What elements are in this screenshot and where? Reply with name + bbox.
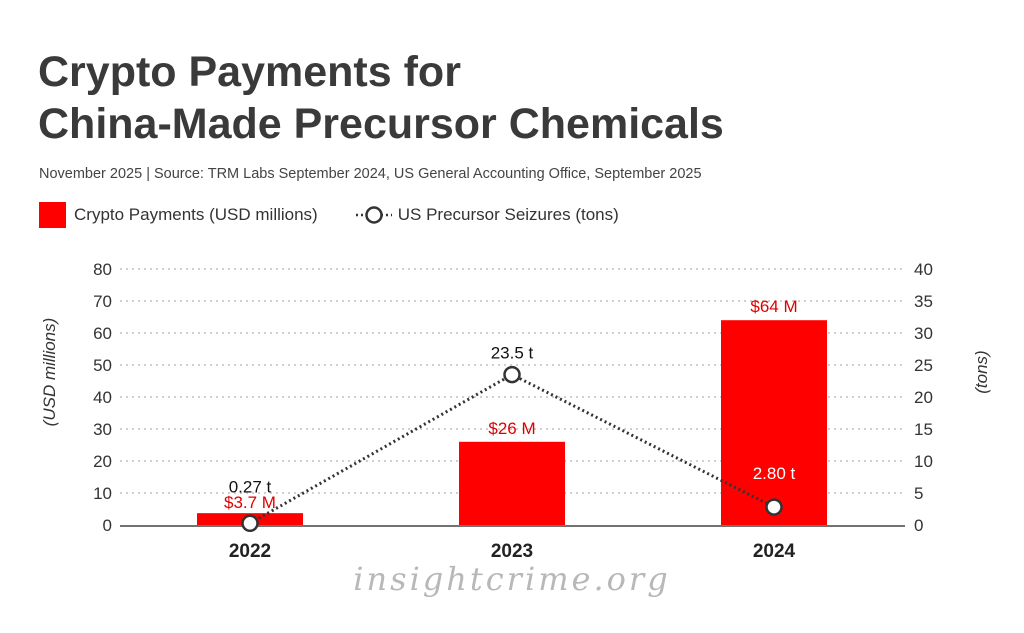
y-tick-left: 50 — [93, 356, 112, 375]
subtitle: November 2025 | Source: TRM Labs Septemb… — [39, 166, 702, 182]
line-data-label: 0.27 t — [229, 477, 272, 496]
y-tick-left: 70 — [93, 292, 112, 311]
bar-data-label: $64 M — [750, 297, 797, 316]
y-tick-right: 5 — [914, 484, 923, 503]
bar-data-label: $3.7 M — [224, 493, 276, 512]
y-tick-left: 60 — [93, 324, 112, 343]
x-tick-label: 2023 — [491, 541, 533, 562]
y-tick-right: 35 — [914, 292, 933, 311]
y-tick-right: 25 — [914, 356, 933, 375]
legend-item-line: US Precursor Seizures (tons) — [355, 205, 619, 225]
bar — [721, 320, 827, 525]
y-tick-left: 20 — [93, 452, 112, 471]
y-tick-left: 10 — [93, 484, 112, 503]
line-point — [241, 514, 259, 533]
legend-swatch-line — [355, 205, 392, 225]
y-tick-left: 30 — [93, 420, 112, 439]
line-data-label: 2.80 t — [753, 464, 796, 483]
y-tick-right: 30 — [914, 324, 933, 343]
x-tick-label: 2024 — [753, 541, 796, 562]
x-tick-label: 2022 — [229, 541, 271, 562]
chart-title: Crypto Payments for China-Made Precursor… — [38, 46, 724, 150]
legend-label-bars: Crypto Payments (USD millions) — [74, 205, 318, 224]
y-axis-label-right: (tons) — [972, 350, 991, 393]
y-axis-label-left: (USD millions) — [40, 318, 59, 427]
bar — [459, 441, 565, 525]
legend-label-line: US Precursor Seizures (tons) — [397, 205, 619, 224]
bar-data-label: $26 M — [488, 419, 535, 438]
y-tick-left: 40 — [93, 388, 112, 407]
line-data-label: 23.5 t — [491, 344, 534, 363]
y-tick-right: 20 — [914, 388, 933, 407]
y-tick-right: 0 — [914, 516, 923, 535]
legend-item-bars: Crypto Payments (USD millions) — [39, 202, 318, 228]
legend-swatch-bar — [39, 202, 66, 228]
y-tick-left: 80 — [93, 260, 112, 279]
legend: Crypto Payments (USD millions) US Precur… — [39, 202, 619, 228]
line-point — [765, 498, 783, 516]
y-tick-right: 15 — [914, 420, 933, 439]
y-tick-right: 10 — [914, 452, 933, 471]
y-tick-right: 40 — [914, 260, 933, 279]
title-line-1: Crypto Payments for — [38, 48, 461, 96]
title-line-2: China-Made Precursor Chemicals — [38, 100, 724, 148]
watermark: insightcrime.org — [353, 560, 671, 598]
y-tick-left: 0 — [103, 516, 112, 535]
line-point — [503, 365, 521, 384]
